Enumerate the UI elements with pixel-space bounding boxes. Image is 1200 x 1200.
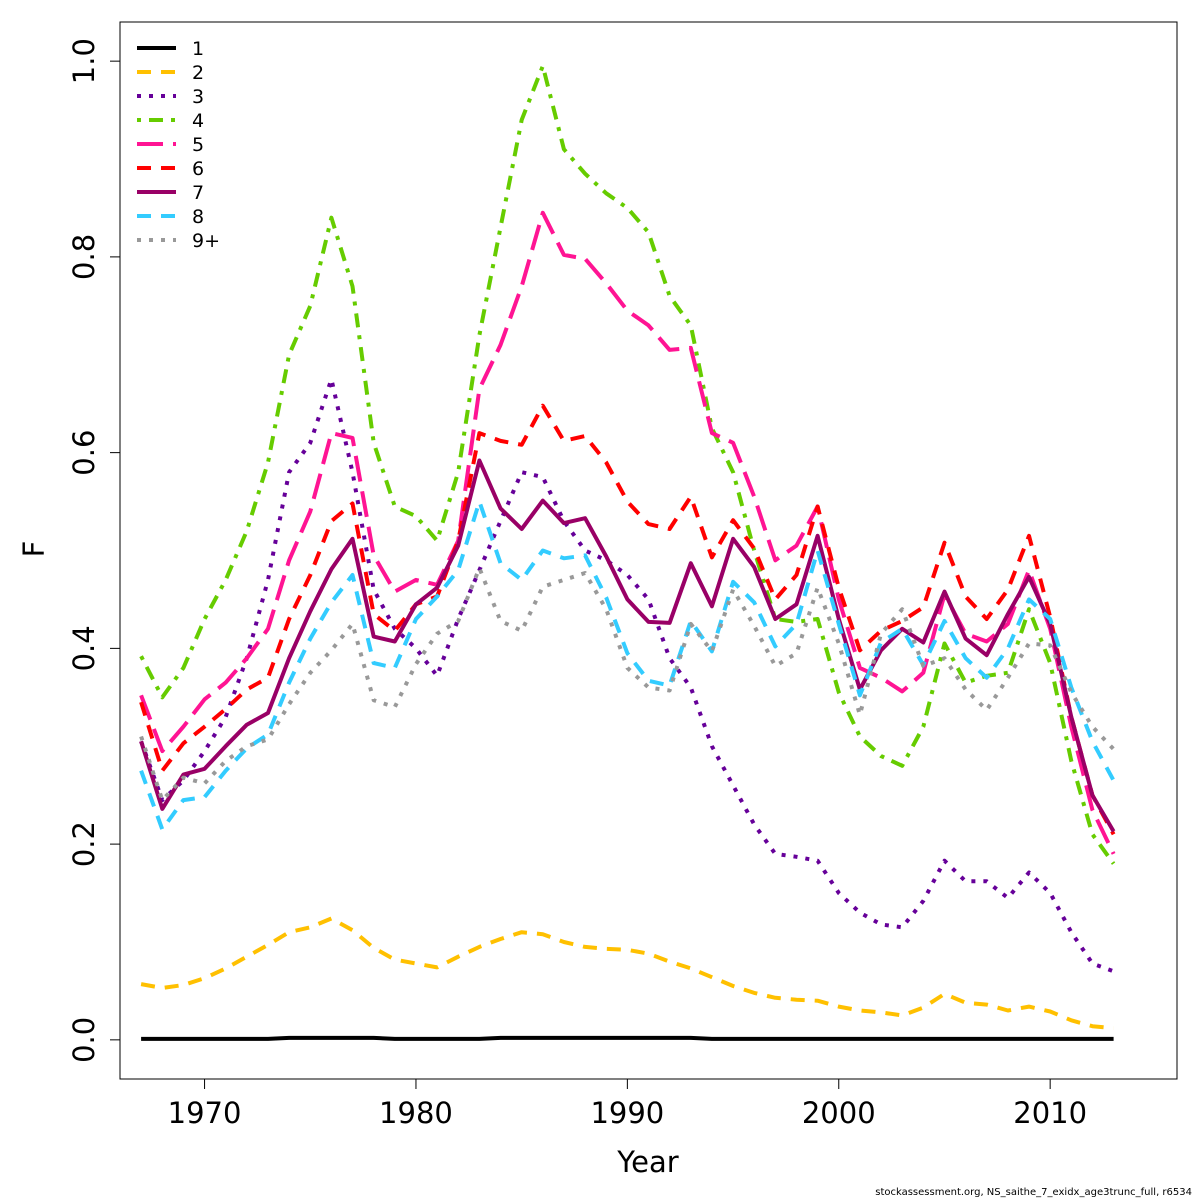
legend-label: 2 <box>192 62 204 84</box>
y-tick-label: 0.6 <box>67 430 101 476</box>
series-line-8 <box>139 499 1116 832</box>
legend-label: 1 <box>192 38 204 60</box>
legend-label: 6 <box>192 158 204 180</box>
y-tick-label: 0.4 <box>67 625 101 671</box>
series-line-2 <box>140 916 1114 1031</box>
y-tick-label: 0.2 <box>67 821 101 867</box>
legend-label: 7 <box>192 182 204 204</box>
y-axis-label: F <box>17 541 51 558</box>
legend-label: 8 <box>192 206 204 228</box>
series-layer <box>139 64 1116 1041</box>
series-line-9plus <box>139 566 1116 803</box>
x-tick-label: 2010 <box>1013 1096 1087 1130</box>
legend-label: 5 <box>192 134 204 156</box>
x-axis-label: Year <box>616 1145 678 1179</box>
legend-label: 3 <box>192 86 204 108</box>
x-axis: 1970 1980 1990 2000 2010 <box>168 1078 1087 1130</box>
x-tick-label: 2000 <box>802 1096 876 1130</box>
x-tick-label: 1970 <box>168 1096 242 1130</box>
series-line-4 <box>139 64 1116 865</box>
legend-label: 9+ <box>192 230 220 252</box>
footer-caption: stockassessment.org, NS_saithe_7_exidx_a… <box>875 1187 1192 1198</box>
series-line-5 <box>139 210 1116 855</box>
series-line-1 <box>141 1035 1114 1041</box>
series-line-7 <box>139 458 1116 833</box>
y-axis: 0.0 0.2 0.4 0.6 0.8 1.0 <box>67 38 121 1063</box>
plot-frame <box>119 21 1178 1080</box>
y-tick-label: 0.0 <box>67 1017 101 1063</box>
x-tick-label: 1980 <box>379 1096 453 1130</box>
series-line-3 <box>139 377 1115 974</box>
legend-label: 4 <box>192 110 204 132</box>
series-line-6 <box>139 403 1116 836</box>
x-tick-label: 1990 <box>590 1096 664 1130</box>
y-tick-label: 0.8 <box>67 234 101 280</box>
y-tick-label: 1.0 <box>67 38 101 84</box>
